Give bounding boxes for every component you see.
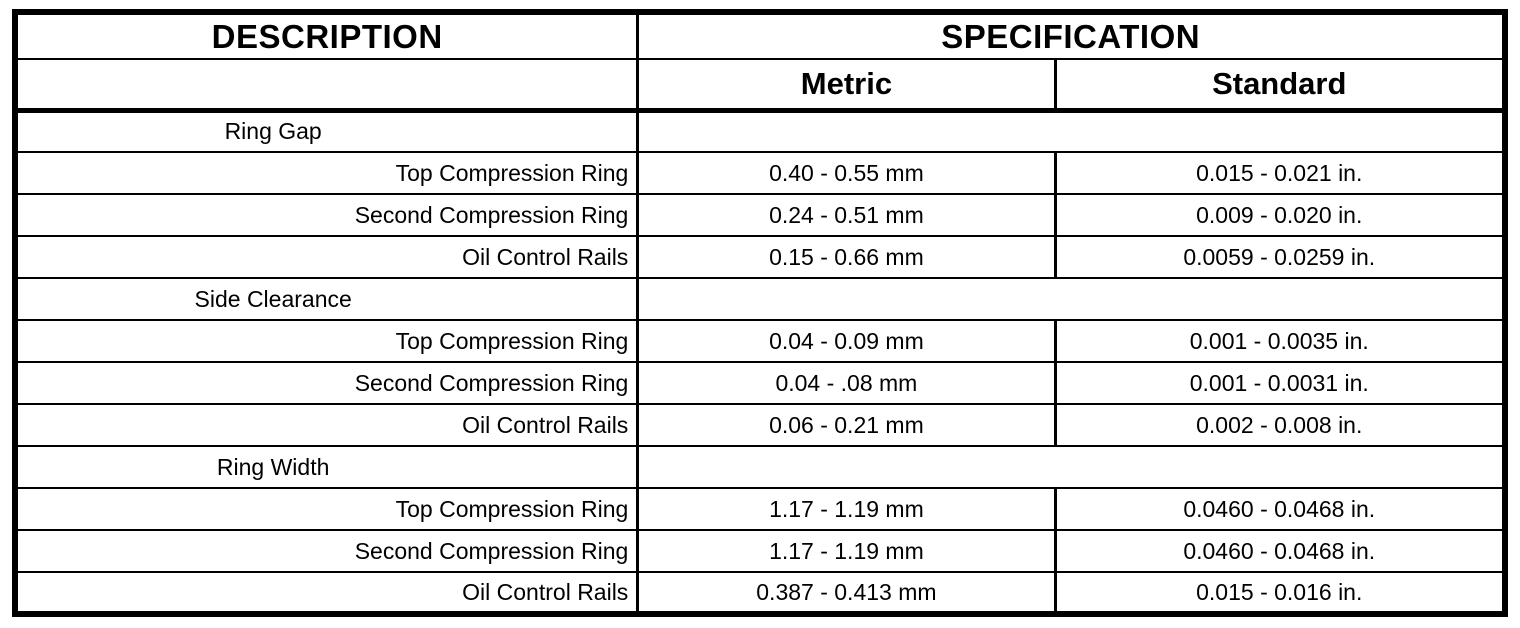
section-row-ring-width: Ring Width <box>13 445 1507 489</box>
standard-value: 0.001 - 0.0031 in. <box>1053 361 1507 405</box>
row-label: Oil Control Rails <box>13 403 640 447</box>
header-row-main: DESCRIPTION SPECIFICATION <box>13 11 1507 60</box>
row-label: Oil Control Rails <box>13 571 640 615</box>
table-row: Second Compression Ring 0.24 - 0.51 mm 0… <box>13 193 1507 237</box>
section-empty-cell <box>636 109 1507 153</box>
section-title: Ring Width <box>13 445 640 489</box>
metric-value: 1.17 - 1.19 mm <box>636 529 1057 573</box>
standard-value: 0.0460 - 0.0468 in. <box>1053 529 1507 573</box>
metric-value: 0.15 - 0.66 mm <box>636 235 1057 279</box>
specification-table: DESCRIPTION SPECIFICATION Metric Standar… <box>12 9 1508 617</box>
row-label: Oil Control Rails <box>13 235 640 279</box>
description-subheader-empty-cell <box>13 58 640 113</box>
table-row: Top Compression Ring 0.04 - 0.09 mm 0.00… <box>13 319 1507 363</box>
standard-value: 0.002 - 0.008 in. <box>1053 403 1507 447</box>
standard-value: 0.0059 - 0.0259 in. <box>1053 235 1507 279</box>
metric-value: 1.17 - 1.19 mm <box>636 487 1057 531</box>
table-row: Second Compression Ring 1.17 - 1.19 mm 0… <box>13 529 1507 573</box>
table-row: Second Compression Ring 0.04 - .08 mm 0.… <box>13 361 1507 405</box>
metric-value: 0.04 - 0.09 mm <box>636 319 1057 363</box>
section-row-ring-gap: Ring Gap <box>13 109 1507 153</box>
row-label: Second Compression Ring <box>13 193 640 237</box>
table-row: Oil Control Rails 0.15 - 0.66 mm 0.0059 … <box>13 235 1507 279</box>
row-label: Top Compression Ring <box>13 319 640 363</box>
metric-value: 0.04 - .08 mm <box>636 361 1057 405</box>
metric-value: 0.40 - 0.55 mm <box>636 151 1057 195</box>
row-label: Top Compression Ring <box>13 151 640 195</box>
section-title: Side Clearance <box>13 277 640 321</box>
row-label: Second Compression Ring <box>13 361 640 405</box>
metric-value: 0.24 - 0.51 mm <box>636 193 1057 237</box>
standard-value: 0.0460 - 0.0468 in. <box>1053 487 1507 531</box>
table-row: Top Compression Ring 0.40 - 0.55 mm 0.01… <box>13 151 1507 195</box>
table-row: Top Compression Ring 1.17 - 1.19 mm 0.04… <box>13 487 1507 531</box>
header-row-sub: Metric Standard <box>13 58 1507 113</box>
row-label: Second Compression Ring <box>13 529 640 573</box>
metric-value: 0.387 - 0.413 mm <box>636 571 1057 615</box>
table-row: Oil Control Rails 0.06 - 0.21 mm 0.002 -… <box>13 403 1507 447</box>
section-empty-cell <box>636 445 1507 489</box>
section-empty-cell <box>636 277 1507 321</box>
standard-value: 0.015 - 0.021 in. <box>1053 151 1507 195</box>
standard-value: 0.001 - 0.0035 in. <box>1053 319 1507 363</box>
section-title: Ring Gap <box>13 109 640 153</box>
row-label: Top Compression Ring <box>13 487 640 531</box>
section-row-side-clearance: Side Clearance <box>13 277 1507 321</box>
description-header: DESCRIPTION <box>13 11 640 60</box>
metric-value: 0.06 - 0.21 mm <box>636 403 1057 447</box>
metric-column-header: Metric <box>636 58 1057 113</box>
standard-value: 0.015 - 0.016 in. <box>1053 571 1507 615</box>
standard-value: 0.009 - 0.020 in. <box>1053 193 1507 237</box>
specification-header: SPECIFICATION <box>636 11 1507 60</box>
table-row: Oil Control Rails 0.387 - 0.413 mm 0.015… <box>13 571 1507 615</box>
standard-column-header: Standard <box>1053 58 1507 113</box>
